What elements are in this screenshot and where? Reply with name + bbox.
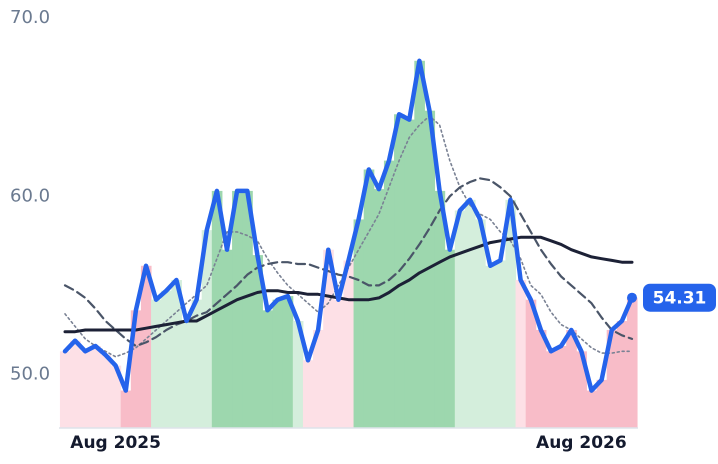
area-bar bbox=[333, 299, 344, 428]
area-bar bbox=[232, 190, 243, 428]
area-bar bbox=[272, 299, 284, 428]
area-bar bbox=[302, 360, 314, 428]
area-bar bbox=[161, 290, 172, 428]
area-bar bbox=[323, 249, 334, 428]
y-tick-label: 60.0 bbox=[10, 185, 50, 206]
area-bar bbox=[576, 351, 587, 428]
area-bar bbox=[495, 260, 506, 428]
area-bar bbox=[505, 199, 517, 428]
area-bar bbox=[525, 299, 537, 428]
area-bar bbox=[140, 265, 152, 428]
x-tick-label: Aug 2025 bbox=[70, 433, 161, 453]
area-bar bbox=[566, 329, 577, 428]
area-bar bbox=[70, 340, 81, 428]
area-bar bbox=[221, 249, 233, 428]
last-value-label: 54.31 bbox=[653, 289, 707, 309]
area-bar bbox=[120, 390, 132, 428]
area-bar bbox=[151, 299, 162, 428]
area-bar bbox=[242, 190, 253, 428]
area-bar bbox=[616, 321, 628, 428]
area-bar bbox=[444, 249, 456, 428]
area-bar bbox=[626, 297, 638, 428]
area-bar bbox=[313, 329, 324, 428]
area-bar bbox=[353, 219, 365, 428]
last-value-badge bbox=[643, 283, 716, 312]
price-line bbox=[62, 58, 635, 393]
area-bar bbox=[434, 190, 446, 428]
area-bar bbox=[201, 230, 213, 428]
area-bar bbox=[606, 329, 618, 428]
area-bar bbox=[130, 310, 142, 428]
area-bar bbox=[181, 321, 193, 428]
area-bar bbox=[292, 321, 304, 428]
y-tick-label: 70.0 bbox=[10, 7, 50, 28]
last-point bbox=[627, 292, 637, 303]
area-bar bbox=[383, 160, 395, 428]
area-bar bbox=[90, 346, 101, 428]
area-bar bbox=[404, 119, 415, 428]
average-line bbox=[63, 235, 634, 334]
area-bar bbox=[464, 199, 476, 428]
x-tick-label: Aug 2026 bbox=[536, 433, 627, 453]
area-bar bbox=[282, 296, 294, 428]
area-bar bbox=[59, 351, 71, 428]
area-bar bbox=[252, 255, 263, 428]
average-line bbox=[63, 177, 634, 348]
area-bar bbox=[485, 265, 496, 428]
area-bar bbox=[515, 280, 527, 428]
area-bar bbox=[475, 219, 486, 428]
area-bar bbox=[110, 365, 122, 428]
area-bar bbox=[171, 280, 182, 428]
area-bar bbox=[343, 260, 355, 428]
area-bar bbox=[424, 110, 436, 429]
area-bar bbox=[80, 351, 91, 428]
area-bar bbox=[454, 210, 466, 428]
area-bar bbox=[262, 310, 274, 428]
area-bar bbox=[586, 390, 598, 428]
area-bar bbox=[556, 346, 567, 428]
area-bar bbox=[596, 379, 608, 428]
area-bar bbox=[100, 354, 112, 428]
y-tick-label: 50.0 bbox=[10, 364, 50, 385]
area-bar bbox=[545, 351, 557, 428]
area-bar bbox=[191, 299, 203, 428]
area-bar bbox=[535, 329, 547, 428]
area-bar bbox=[373, 189, 385, 428]
